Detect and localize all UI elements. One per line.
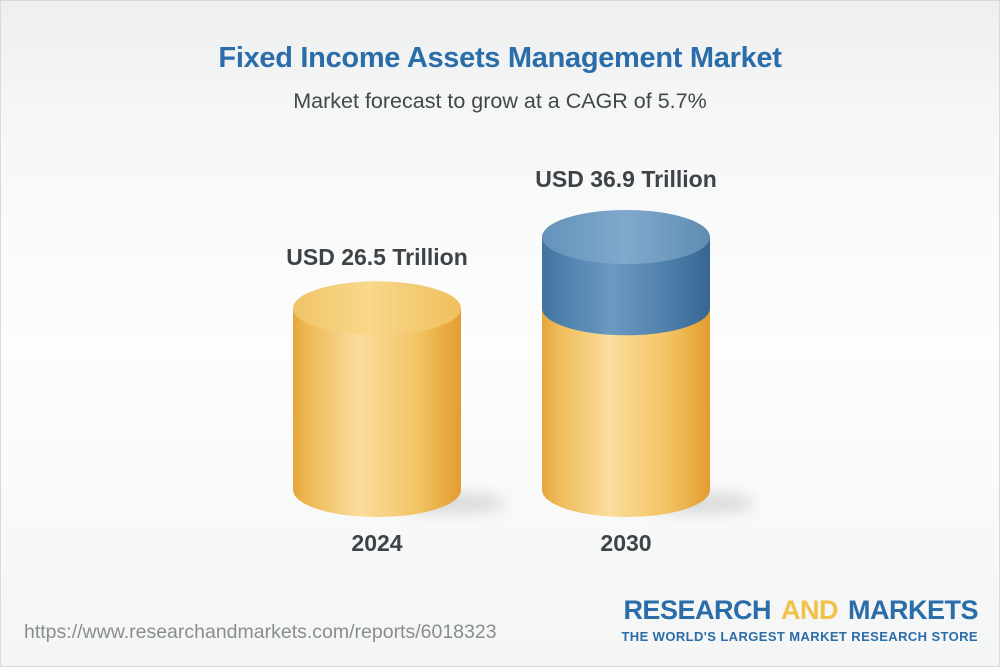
logo-word-and: AND (780, 595, 839, 625)
report-url: https://www.researchandmarkets.com/repor… (24, 621, 497, 643)
x-axis-label-2024: 2024 (351, 530, 403, 556)
bar-value-label-2030: USD 36.9 Trillion (535, 166, 717, 192)
cylinder-segment-gold (293, 308, 461, 517)
logo-word-research: RESEARCH (623, 595, 771, 625)
logo-tagline: THE WORLD'S LARGEST MARKET RESEARCH STOR… (621, 628, 978, 644)
cylinder-top-cap (293, 281, 461, 336)
chart-subtitle: Market forecast to grow at a CAGR of 5.7… (293, 89, 707, 113)
research-and-markets-logo: RESEARCH AND MARKETS THE WORLD'S LARGEST… (621, 595, 979, 644)
bar-value-label-2024: USD 26.5 Trillion (286, 244, 468, 270)
chart-title: Fixed Income Assets Management Market (218, 42, 782, 74)
x-axis-label-2030: 2030 (600, 530, 652, 556)
cylinder-top-cap (542, 210, 710, 264)
cylinder-segment-blue (542, 237, 710, 336)
logo-wordmark: RESEARCH AND MARKETS (621, 595, 979, 626)
logo-word-markets: MARKETS (848, 595, 979, 625)
cylinder-segment-gold (542, 308, 710, 517)
